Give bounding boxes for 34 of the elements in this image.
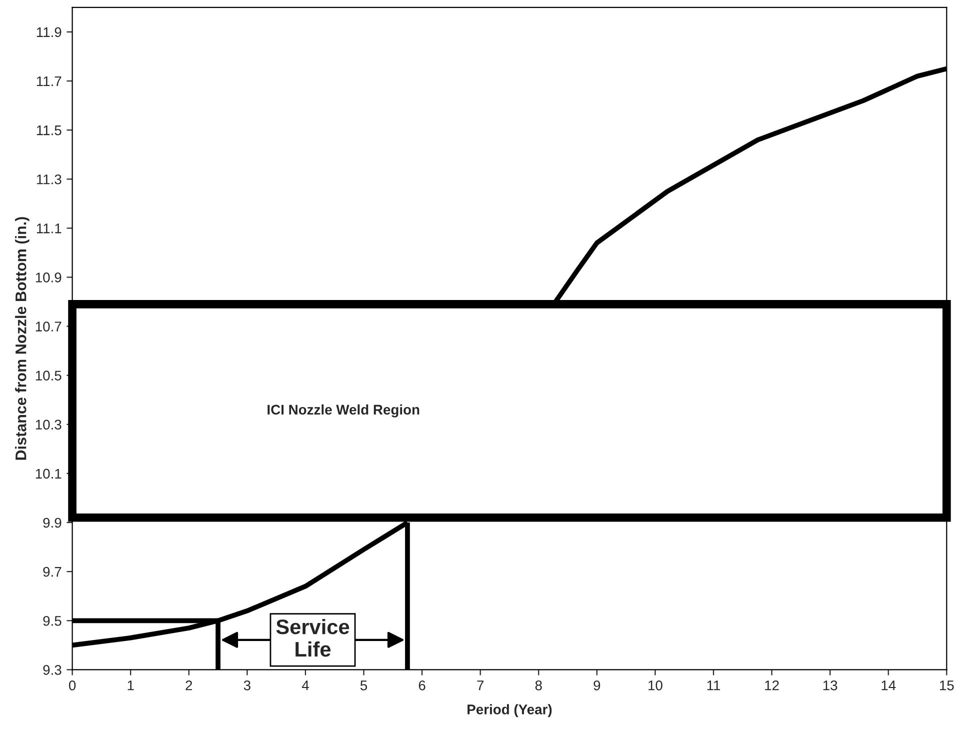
x-tick-label: 13	[823, 680, 838, 690]
x-tick-label: 9	[594, 680, 600, 690]
y-tick-label: 11.9	[36, 27, 62, 38]
x-tick-label: 12	[765, 680, 779, 690]
x-tick-label: 4	[302, 680, 309, 690]
x-tick-label: 11	[707, 680, 720, 690]
y-tick-label: 11.5	[36, 126, 62, 136]
x-axis-title: Period (Year)	[468, 704, 552, 718]
y-tick-label: 9.5	[43, 616, 62, 626]
y-tick-label: 9.3	[43, 665, 62, 675]
y-tick-label: 10.5	[36, 370, 62, 381]
y-tick-label: 10.7	[36, 322, 62, 332]
y-tick-label: 11.3	[36, 174, 62, 184]
y-tick-label: 10.9	[36, 272, 62, 282]
x-tick-label: 14	[882, 680, 896, 690]
annotation: Service Life	[276, 618, 350, 657]
y-tick-label: 10.1	[36, 468, 62, 479]
y-tick-label: 10.3	[36, 420, 62, 430]
x-tick-label: 2	[186, 680, 192, 690]
y-tick-label: 9.9	[43, 518, 62, 528]
x-tick-label: 0	[68, 680, 76, 690]
x-tick-label: 8	[535, 680, 542, 690]
x-tick-label: 6	[418, 680, 426, 690]
x-tick-label: 5	[360, 680, 368, 690]
y-tick-label: 11.1	[36, 224, 62, 234]
x-tick-label: 7	[477, 680, 484, 690]
x-tick-label: 10	[648, 680, 662, 690]
band-label: ICI Nozzle Weld Region	[268, 404, 420, 418]
y-tick-label: 9.7	[43, 566, 62, 577]
x-tick-label: 1	[128, 680, 134, 690]
x-tick-label: 15	[940, 680, 954, 690]
y-axis-title: Distance from Nozzle Bottom (in.)	[15, 217, 30, 460]
x-tick-label: 3	[244, 680, 250, 690]
y-tick-label: 11.7	[36, 76, 62, 86]
